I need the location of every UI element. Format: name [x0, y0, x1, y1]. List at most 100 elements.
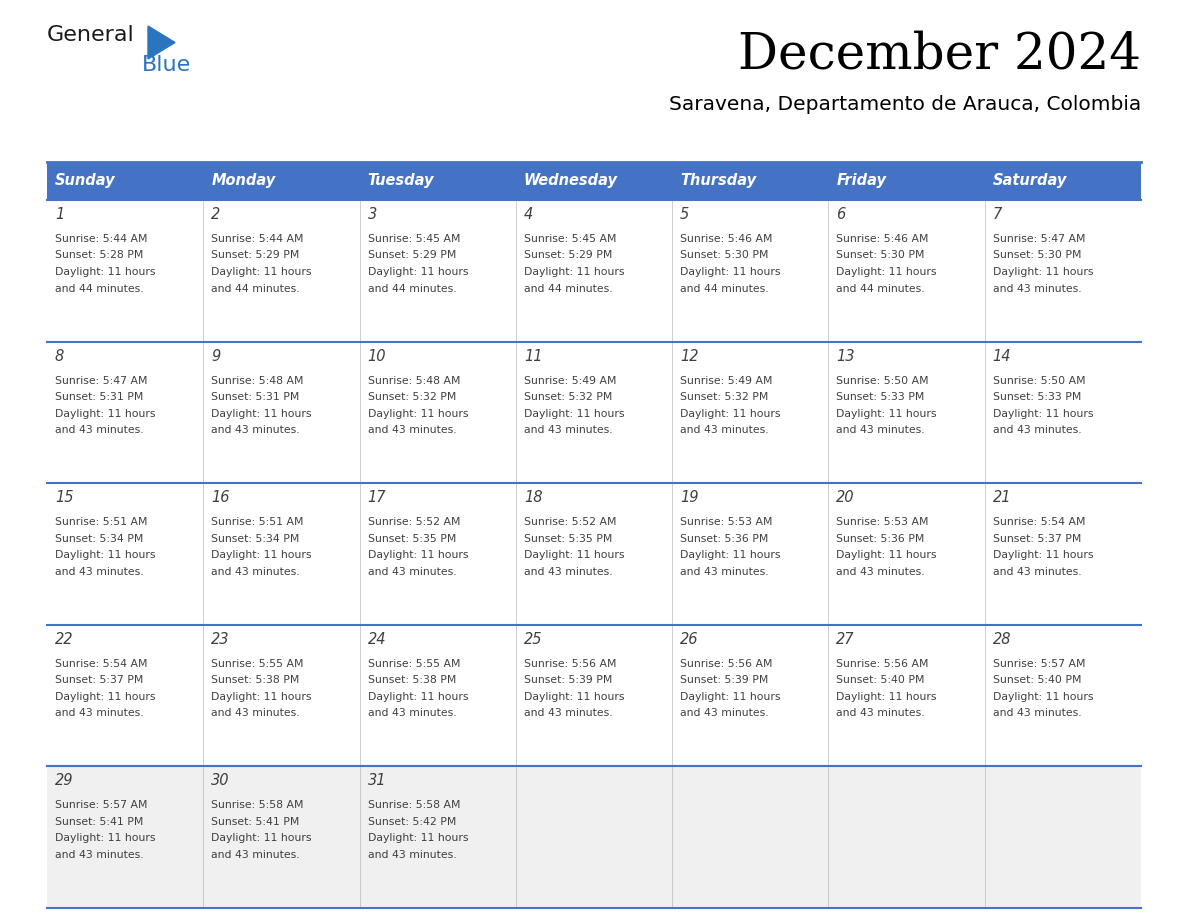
- Text: 26: 26: [681, 632, 699, 647]
- Text: and 43 minutes.: and 43 minutes.: [524, 425, 613, 435]
- Text: Tuesday: Tuesday: [367, 174, 434, 188]
- Text: Monday: Monday: [211, 174, 276, 188]
- Text: Daylight: 11 hours: Daylight: 11 hours: [524, 692, 625, 701]
- Text: Daylight: 11 hours: Daylight: 11 hours: [993, 692, 1093, 701]
- Text: Friday: Friday: [836, 174, 886, 188]
- Text: Daylight: 11 hours: Daylight: 11 hours: [55, 550, 156, 560]
- Text: Sunset: 5:30 PM: Sunset: 5:30 PM: [993, 251, 1081, 261]
- Text: Sunset: 5:36 PM: Sunset: 5:36 PM: [681, 533, 769, 543]
- Text: Sunrise: 5:49 AM: Sunrise: 5:49 AM: [524, 375, 617, 386]
- Text: Sunset: 5:30 PM: Sunset: 5:30 PM: [681, 251, 769, 261]
- Bar: [48, 341, 203, 483]
- Text: December 2024: December 2024: [738, 30, 1140, 80]
- Text: and 43 minutes.: and 43 minutes.: [993, 709, 1081, 718]
- Text: and 44 minutes.: and 44 minutes.: [681, 284, 769, 294]
- Text: Daylight: 11 hours: Daylight: 11 hours: [55, 409, 156, 419]
- Text: and 44 minutes.: and 44 minutes.: [367, 284, 456, 294]
- Text: and 43 minutes.: and 43 minutes.: [55, 850, 144, 860]
- Text: Saturday: Saturday: [993, 174, 1067, 188]
- Text: Sunrise: 5:50 AM: Sunrise: 5:50 AM: [993, 375, 1086, 386]
- Text: and 43 minutes.: and 43 minutes.: [681, 425, 769, 435]
- Text: Daylight: 11 hours: Daylight: 11 hours: [524, 267, 625, 277]
- Text: Daylight: 11 hours: Daylight: 11 hours: [367, 834, 468, 844]
- Text: Sunset: 5:39 PM: Sunset: 5:39 PM: [524, 676, 612, 686]
- Text: and 43 minutes.: and 43 minutes.: [367, 850, 456, 860]
- Bar: [828, 625, 985, 767]
- Bar: [672, 483, 828, 625]
- Text: Sunset: 5:41 PM: Sunset: 5:41 PM: [211, 817, 299, 827]
- Text: Sunset: 5:33 PM: Sunset: 5:33 PM: [836, 392, 924, 402]
- Text: Daylight: 11 hours: Daylight: 11 hours: [993, 409, 1093, 419]
- Text: and 43 minutes.: and 43 minutes.: [836, 566, 925, 577]
- Text: and 43 minutes.: and 43 minutes.: [211, 566, 299, 577]
- Text: Sunset: 5:38 PM: Sunset: 5:38 PM: [367, 676, 456, 686]
- Text: Daylight: 11 hours: Daylight: 11 hours: [993, 550, 1093, 560]
- Text: Sunrise: 5:44 AM: Sunrise: 5:44 AM: [211, 234, 304, 244]
- Text: Daylight: 11 hours: Daylight: 11 hours: [211, 834, 311, 844]
- Text: Sunset: 5:35 PM: Sunset: 5:35 PM: [367, 533, 456, 543]
- Bar: [985, 341, 1140, 483]
- Bar: [828, 767, 985, 908]
- Text: Daylight: 11 hours: Daylight: 11 hours: [681, 692, 781, 701]
- Text: 14: 14: [993, 349, 1011, 364]
- Text: Sunset: 5:29 PM: Sunset: 5:29 PM: [211, 251, 299, 261]
- Text: Daylight: 11 hours: Daylight: 11 hours: [55, 692, 156, 701]
- Text: and 43 minutes.: and 43 minutes.: [836, 709, 925, 718]
- Text: Sunrise: 5:53 AM: Sunrise: 5:53 AM: [681, 517, 772, 527]
- Bar: [203, 767, 360, 908]
- Text: 31: 31: [367, 773, 386, 789]
- Polygon shape: [148, 26, 175, 59]
- Text: Sunrise: 5:49 AM: Sunrise: 5:49 AM: [681, 375, 772, 386]
- Text: Sunset: 5:31 PM: Sunset: 5:31 PM: [211, 392, 299, 402]
- Text: 8: 8: [55, 349, 64, 364]
- Text: Daylight: 11 hours: Daylight: 11 hours: [836, 267, 937, 277]
- Text: 29: 29: [55, 773, 74, 789]
- Bar: [985, 767, 1140, 908]
- Text: and 43 minutes.: and 43 minutes.: [211, 709, 299, 718]
- Bar: [48, 483, 203, 625]
- Text: Sunrise: 5:50 AM: Sunrise: 5:50 AM: [836, 375, 929, 386]
- Text: and 43 minutes.: and 43 minutes.: [681, 709, 769, 718]
- Text: 7: 7: [993, 207, 1001, 222]
- Text: Blue: Blue: [143, 55, 191, 75]
- Text: Sunrise: 5:44 AM: Sunrise: 5:44 AM: [55, 234, 147, 244]
- Text: 27: 27: [836, 632, 855, 647]
- Text: Sunset: 5:35 PM: Sunset: 5:35 PM: [524, 533, 612, 543]
- Bar: [360, 483, 516, 625]
- Bar: [985, 625, 1140, 767]
- Bar: [360, 767, 516, 908]
- Text: and 43 minutes.: and 43 minutes.: [367, 425, 456, 435]
- Bar: [48, 767, 203, 908]
- Text: Daylight: 11 hours: Daylight: 11 hours: [55, 267, 156, 277]
- Text: and 43 minutes.: and 43 minutes.: [367, 709, 456, 718]
- Text: Sunset: 5:32 PM: Sunset: 5:32 PM: [524, 392, 612, 402]
- Text: 1: 1: [55, 207, 64, 222]
- Text: 21: 21: [993, 490, 1011, 505]
- Text: and 43 minutes.: and 43 minutes.: [993, 284, 1081, 294]
- Text: 23: 23: [211, 632, 229, 647]
- Text: and 43 minutes.: and 43 minutes.: [55, 709, 144, 718]
- Bar: [672, 341, 828, 483]
- Text: and 43 minutes.: and 43 minutes.: [524, 709, 613, 718]
- Text: and 44 minutes.: and 44 minutes.: [836, 284, 925, 294]
- Text: Sunset: 5:40 PM: Sunset: 5:40 PM: [993, 676, 1081, 686]
- Text: Sunrise: 5:54 AM: Sunrise: 5:54 AM: [993, 517, 1085, 527]
- Text: 10: 10: [367, 349, 386, 364]
- Text: 25: 25: [524, 632, 543, 647]
- Text: Sunrise: 5:56 AM: Sunrise: 5:56 AM: [524, 659, 617, 669]
- Text: and 44 minutes.: and 44 minutes.: [211, 284, 299, 294]
- Bar: [672, 200, 828, 341]
- Text: Sunrise: 5:47 AM: Sunrise: 5:47 AM: [55, 375, 147, 386]
- Text: Sunset: 5:37 PM: Sunset: 5:37 PM: [55, 676, 144, 686]
- Text: Sunset: 5:37 PM: Sunset: 5:37 PM: [993, 533, 1081, 543]
- Text: General: General: [48, 25, 134, 45]
- Text: Daylight: 11 hours: Daylight: 11 hours: [367, 409, 468, 419]
- Bar: [360, 341, 516, 483]
- Text: Daylight: 11 hours: Daylight: 11 hours: [836, 409, 937, 419]
- Bar: [203, 483, 360, 625]
- Text: and 43 minutes.: and 43 minutes.: [55, 566, 144, 577]
- Text: and 43 minutes.: and 43 minutes.: [524, 566, 613, 577]
- Text: 22: 22: [55, 632, 74, 647]
- Text: Sunrise: 5:46 AM: Sunrise: 5:46 AM: [681, 234, 772, 244]
- Text: Daylight: 11 hours: Daylight: 11 hours: [55, 834, 156, 844]
